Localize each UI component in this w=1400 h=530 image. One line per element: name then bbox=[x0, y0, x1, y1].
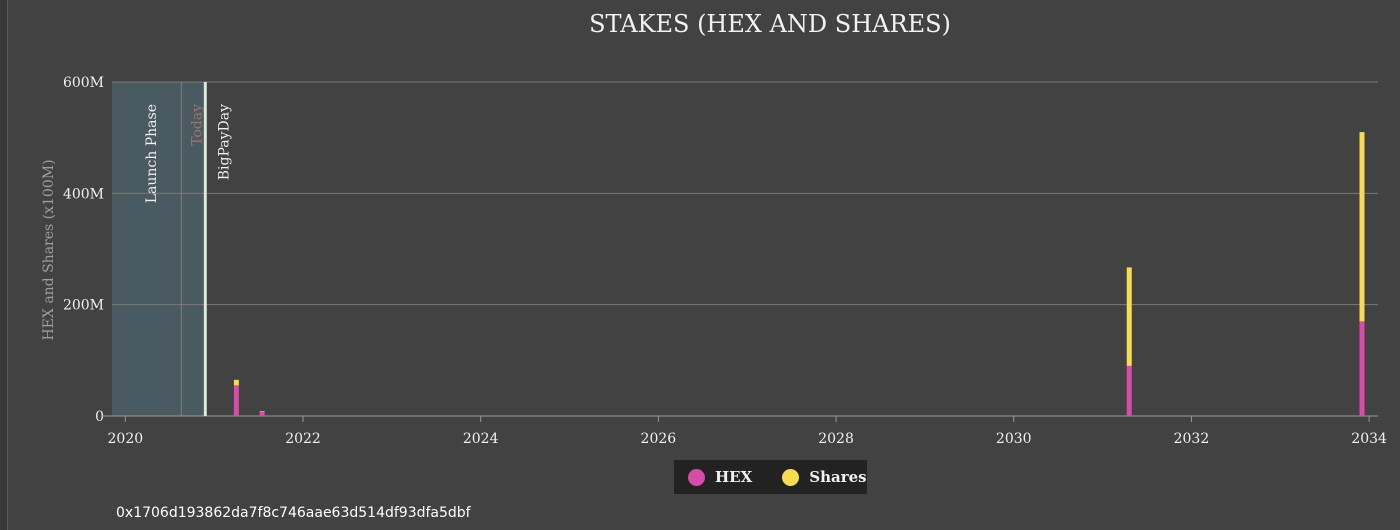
bar-hex bbox=[259, 411, 265, 416]
x-tick-label: 2020 bbox=[108, 431, 144, 447]
bar-hex bbox=[1126, 365, 1132, 416]
bar-shares bbox=[1359, 132, 1365, 322]
bar-hex bbox=[1359, 321, 1365, 416]
bar-shares bbox=[233, 379, 239, 386]
legend-swatch-shares bbox=[782, 468, 800, 486]
legend-swatch-hex bbox=[688, 468, 705, 486]
bar-shares bbox=[1126, 267, 1132, 366]
bar-hex bbox=[233, 385, 239, 416]
legend-label-hex: HEX bbox=[715, 468, 753, 486]
launch-phase-band bbox=[112, 82, 204, 416]
x-tick-label: 2032 bbox=[1174, 431, 1210, 447]
window-left-border bbox=[0, 0, 8, 530]
x-tick-label: 2026 bbox=[641, 431, 677, 447]
y-axis-title: HEX and Shares (x100M) bbox=[41, 159, 57, 340]
launch-phase-label: Launch Phase bbox=[144, 104, 160, 203]
legend-label-shares: Shares bbox=[809, 468, 867, 486]
x-tick-label: 2028 bbox=[818, 431, 854, 447]
legend-item-shares[interactable]: Shares bbox=[782, 468, 867, 486]
y-tick-label: 0 bbox=[95, 409, 104, 425]
legend-item-hex[interactable]: HEX bbox=[688, 468, 752, 486]
wallet-address[interactable]: 0x1706d193862da7f8c746aae63d514df93dfa5d… bbox=[116, 505, 471, 521]
chart-title: STAKES (HEX AND SHARES) bbox=[589, 10, 951, 38]
x-tick-label: 2030 bbox=[996, 431, 1032, 447]
y-tick-label: 600M bbox=[63, 75, 104, 91]
x-tick-label: 2034 bbox=[1351, 431, 1387, 447]
chart-legend: HEX Shares bbox=[674, 460, 867, 494]
x-tick-label: 2024 bbox=[463, 431, 499, 447]
x-tick-label: 2022 bbox=[285, 431, 321, 447]
bigpayday-label: BigPayDay bbox=[216, 104, 232, 180]
y-tick-label: 400M bbox=[63, 186, 104, 202]
y-tick-label: 200M bbox=[63, 298, 104, 314]
bar-shares bbox=[259, 410, 265, 412]
today-label: Today bbox=[189, 104, 205, 146]
